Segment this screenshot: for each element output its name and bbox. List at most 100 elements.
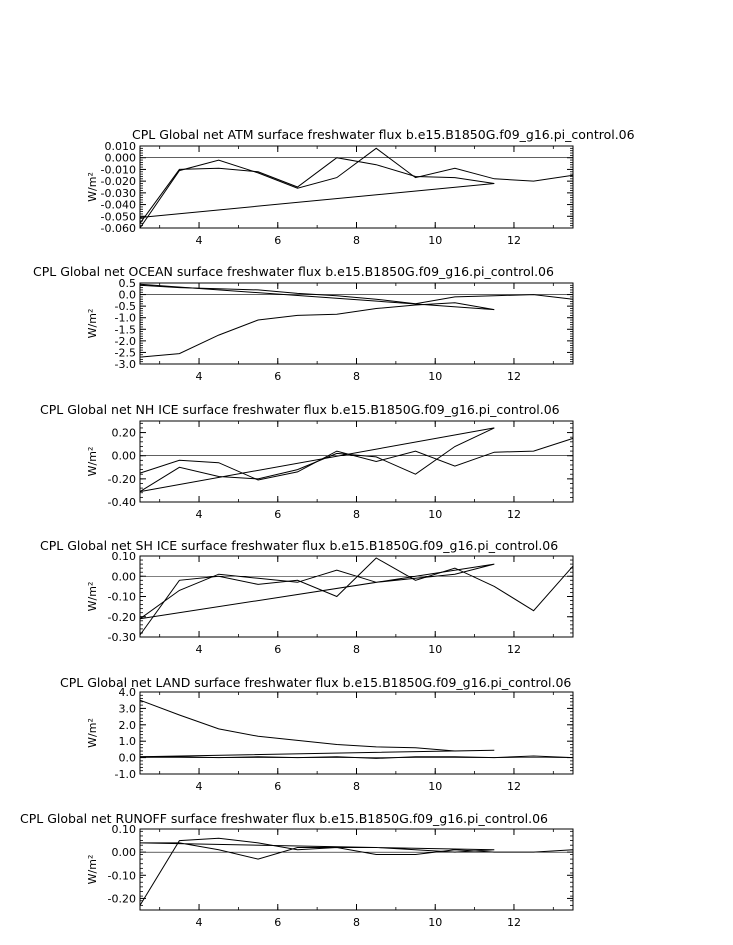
y-tick-label: 0.00 — [112, 570, 137, 583]
plot-frame — [139, 828, 574, 911]
x-tick-label: 12 — [507, 916, 521, 929]
y-tick-label: 0.000 — [105, 152, 137, 165]
x-tick-label: 12 — [507, 780, 521, 793]
x-tick-label: 6 — [274, 643, 281, 656]
x-tick-label: 8 — [353, 780, 360, 793]
y-tick-label: -0.30 — [108, 631, 136, 644]
x-tick-label: 8 — [353, 370, 360, 383]
y-ticks: 4.0 3.0 2.0 1.0 0.0 -1.0 — [115, 686, 573, 781]
y-tick-label: -0.030 — [101, 187, 136, 200]
y-tick-label: 0.00 — [112, 846, 137, 859]
y-tick-label: 1.0 — [119, 735, 137, 748]
series-lines — [139, 283, 574, 358]
y-tick-label: -1.5 — [115, 323, 136, 336]
panel-title: CPL Global net ATM surface freshwater fl… — [132, 127, 635, 142]
x-ticks: 4 6 8 10 12 — [159, 146, 554, 247]
x-tick-label: 12 — [507, 234, 521, 247]
series-line — [139, 427, 495, 493]
x-tick-label: 8 — [353, 643, 360, 656]
x-tick-label: 10 — [428, 508, 442, 521]
x-tick-label: 12 — [507, 643, 521, 656]
series-line — [139, 842, 495, 860]
y-tick-label: -0.010 — [101, 163, 136, 176]
series-line — [139, 283, 495, 358]
x-tick-label: 6 — [274, 916, 281, 929]
y-tick-label: -0.060 — [101, 222, 136, 235]
x-tick-label: 4 — [196, 370, 203, 383]
y-tick-label: 0.5 — [119, 277, 137, 290]
x-tick-label: 6 — [274, 508, 281, 521]
series-line — [139, 157, 495, 224]
x-tick-label: 4 — [196, 643, 203, 656]
y-tick-label: -0.20 — [108, 611, 136, 624]
x-tick-label: 4 — [196, 780, 203, 793]
x-tick-label: 10 — [428, 916, 442, 929]
y-tick-label: -0.10 — [108, 869, 136, 882]
x-tick-label: 10 — [428, 234, 442, 247]
y-tick-label: -0.10 — [108, 591, 136, 604]
y-axis-label: W/m² — [86, 582, 99, 612]
series-line — [139, 699, 495, 758]
y-tick-label: 2.0 — [119, 719, 137, 732]
series-lines — [139, 699, 574, 759]
y-tick-label: -2.5 — [115, 346, 136, 359]
y-axis-label: W/m² — [86, 855, 99, 885]
x-tick-label: 8 — [353, 234, 360, 247]
x-ticks: 4 6 8 10 12 — [159, 421, 554, 521]
series-line — [139, 837, 574, 906]
x-tick-label: 10 — [428, 643, 442, 656]
y-tick-label: 3.0 — [119, 702, 137, 715]
series-lines — [139, 837, 574, 906]
panel-title: CPL Global net NH ICE surface freshwater… — [40, 402, 560, 417]
y-tick-label: 0.20 — [112, 427, 137, 440]
panel-atm: CPL Global net ATM surface freshwater fl… — [86, 127, 635, 247]
x-tick-label: 4 — [196, 508, 203, 521]
panel-title: CPL Global net SH ICE surface freshwater… — [40, 538, 558, 553]
series-line — [139, 437, 574, 481]
panel-runoff: CPL Global net RUNOFF surface freshwater… — [20, 811, 574, 929]
plot-frame — [139, 555, 574, 638]
y-tick-label: -0.040 — [101, 199, 136, 212]
y-tick-label: -0.20 — [108, 473, 136, 486]
y-ticks: 0.20 0.00 -0.20 -0.40 — [108, 422, 573, 509]
x-ticks: 4 6 8 10 12 — [159, 692, 554, 793]
x-ticks: 4 6 8 10 12 — [159, 829, 554, 929]
y-ticks: 0.50.0-0.5-1.0-1.5-2.0-2.5-3.0 — [115, 277, 573, 371]
x-tick-label: 8 — [353, 508, 360, 521]
x-ticks: 4 6 8 10 12 — [159, 283, 554, 383]
series-lines — [139, 147, 574, 229]
y-tick-label: 0.00 — [112, 450, 137, 463]
panel-title: CPL Global net LAND surface freshwater f… — [60, 675, 571, 690]
x-tick-label: 4 — [196, 234, 203, 247]
panel-title: CPL Global net RUNOFF surface freshwater… — [20, 811, 548, 826]
y-tick-label: 0.010 — [105, 140, 137, 153]
series-line — [139, 284, 574, 305]
x-tick-label: 10 — [428, 780, 442, 793]
y-ticks: 0.10 0.00 -0.10 -0.20 -0.30 — [108, 550, 573, 644]
plot-frame — [139, 691, 574, 775]
y-tick-label: 0.0 — [119, 289, 137, 302]
panel-land: CPL Global net LAND surface freshwater f… — [60, 675, 574, 793]
y-axis-label: W/m² — [86, 718, 99, 748]
x-tick-label: 8 — [353, 916, 360, 929]
series-line — [139, 557, 574, 636]
x-tick-label: 12 — [507, 508, 521, 521]
x-tick-label: 6 — [274, 780, 281, 793]
panel-ocean: CPL Global net OCEAN surface freshwater … — [33, 264, 574, 383]
y-tick-label: -1.0 — [115, 768, 136, 781]
y-tick-label: -0.5 — [115, 300, 136, 313]
y-tick-label: 0.0 — [119, 752, 137, 765]
y-tick-label: -1.0 — [115, 312, 136, 325]
y-tick-label: -0.050 — [101, 210, 136, 223]
y-ticks: 0.10 0.00 -0.10 -0.20 — [108, 823, 573, 911]
y-tick-label: -2.0 — [115, 335, 136, 348]
y-ticks: 0.0100.000-0.010-0.020-0.030-0.040-0.050… — [101, 140, 573, 235]
series-line — [139, 563, 495, 620]
y-tick-label: -0.40 — [108, 496, 136, 509]
series-lines — [139, 427, 574, 493]
series-line — [139, 147, 574, 229]
panel-title: CPL Global net OCEAN surface freshwater … — [33, 264, 554, 279]
y-tick-label: 0.10 — [112, 550, 137, 563]
series-line — [140, 755, 574, 759]
x-tick-label: 4 — [196, 916, 203, 929]
